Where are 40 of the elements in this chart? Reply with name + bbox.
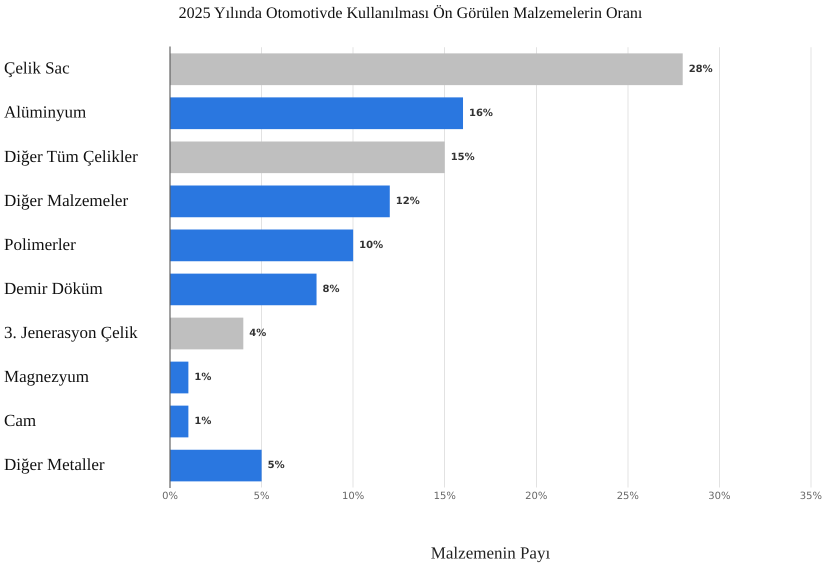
y-tick-label: Alüminyum: [4, 102, 86, 122]
data-label: 15%: [450, 152, 475, 163]
bar: [170, 450, 262, 482]
data-label: 16%: [469, 108, 493, 119]
bar: [170, 53, 683, 86]
data-label: 4%: [249, 328, 266, 340]
x-tick-label: 25%: [616, 491, 639, 502]
data-label: 1%: [194, 372, 212, 384]
y-tick-label: Demir Döküm: [4, 278, 103, 298]
x-tick-label: 35%: [800, 491, 822, 502]
bar: [170, 97, 464, 130]
bar: [170, 318, 244, 350]
bar: [170, 141, 445, 174]
x-axis-title: Malzemenin Payı: [430, 543, 550, 562]
y-tick-label: Polimerler: [4, 234, 76, 254]
y-tick-label: Diğer Metaller: [4, 455, 105, 474]
data-label: 1%: [194, 416, 212, 428]
x-tick-label: 0%: [162, 491, 178, 502]
y-tick-label: Çelik Sac: [4, 58, 70, 78]
x-tick-label: 30%: [708, 491, 730, 502]
bar: [170, 185, 390, 218]
data-label: 28%: [688, 64, 713, 75]
x-tick-label: 5%: [254, 491, 270, 502]
x-tick-label: 20%: [525, 491, 548, 502]
bar: [170, 230, 354, 262]
y-tick-label: Magnezyum: [4, 366, 89, 386]
y-tick-label: Cam: [4, 411, 36, 430]
y-tick-label: Diğer Tüm Çelikler: [4, 146, 138, 166]
data-label: 8%: [322, 284, 340, 296]
x-tick-label: 15%: [434, 491, 456, 502]
bar: [170, 406, 188, 438]
bar: [170, 274, 317, 306]
data-label: 5%: [268, 460, 285, 472]
bar: [170, 362, 188, 394]
data-label: 12%: [396, 196, 420, 207]
x-tick-label: 10%: [342, 491, 364, 502]
y-tick-label: Diğer Malzemeler: [4, 190, 128, 210]
y-tick-label: 3. Jenerasyon Çelik: [4, 322, 138, 342]
data-label: 10%: [359, 240, 384, 251]
chart-title: 2025 Yılında Otomotivde Kullanılması Ön Görülen Malzemelerin Oranı: [178, 4, 643, 22]
